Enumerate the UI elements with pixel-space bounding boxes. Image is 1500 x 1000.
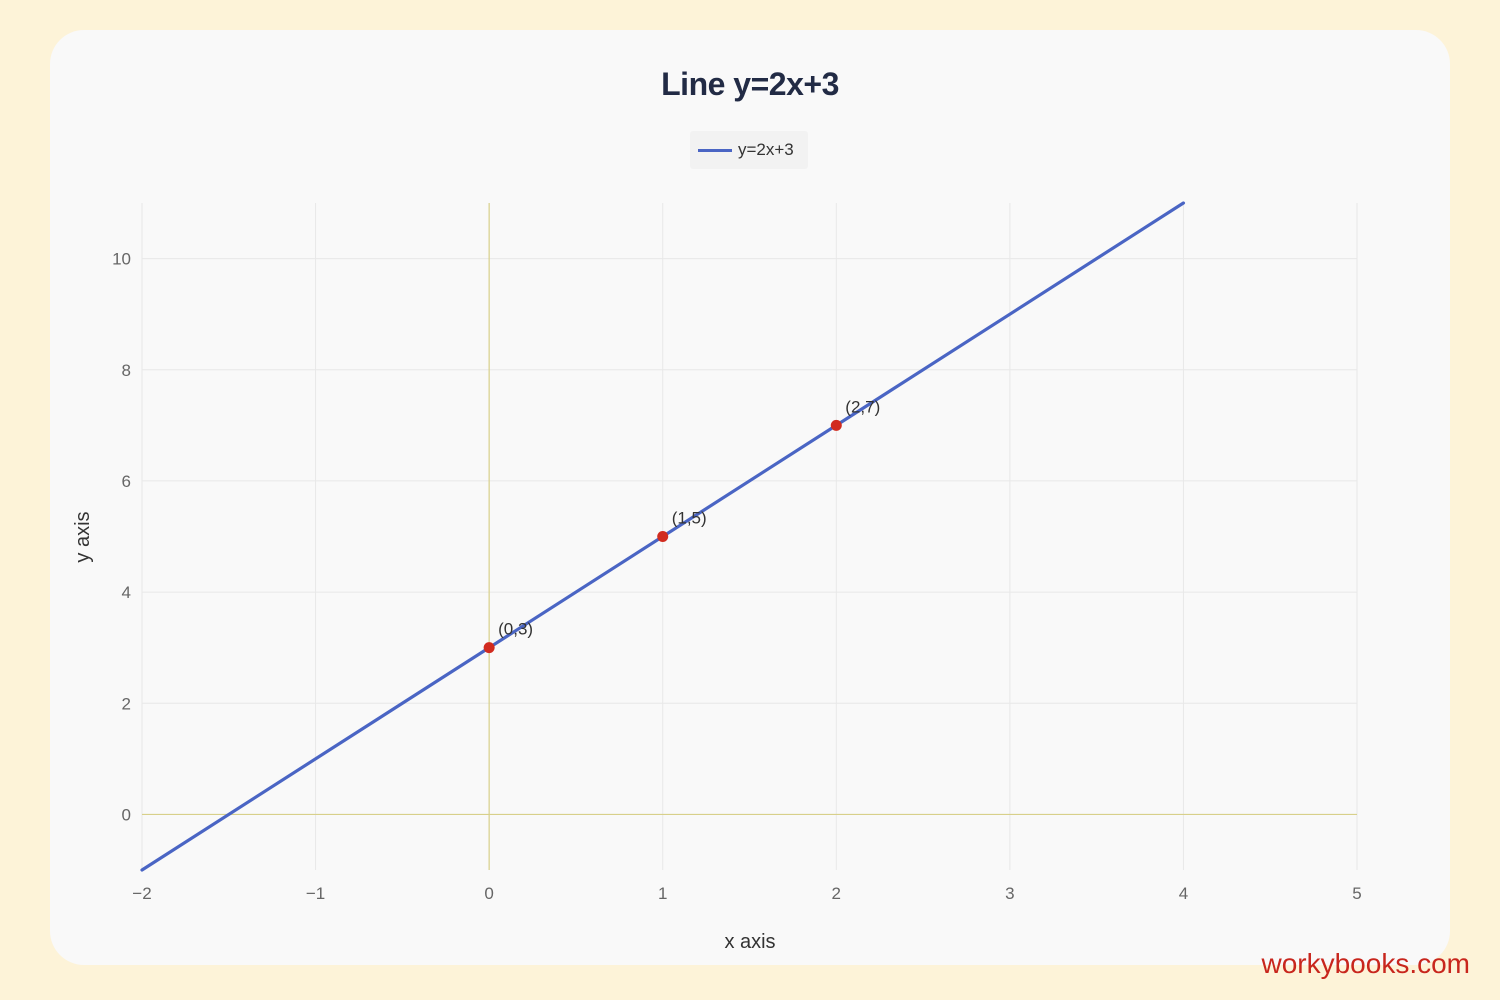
tick-labels: −2 −1 0 1 2 3 4 5 0 2 4 6 8 10 <box>112 250 1362 903</box>
data-point <box>657 531 669 542</box>
legend-label: y=2x+3 <box>738 140 794 159</box>
x-tick-label: −1 <box>306 884 325 903</box>
y-tick-label: 8 <box>122 361 131 380</box>
legend-swatch <box>698 149 732 152</box>
data-point-label: (0,3) <box>498 620 533 639</box>
y-tick-label: 0 <box>122 805 131 824</box>
y-tick-label: 10 <box>112 250 131 269</box>
data-points: (0,3) (1,5) (2,7) <box>483 397 880 654</box>
x-tick-label: 0 <box>484 884 493 903</box>
y-axis-title: y axis <box>72 511 94 562</box>
x-tick-label: 4 <box>1179 884 1188 903</box>
y-tick-label: 2 <box>122 694 131 713</box>
legend[interactable]: y=2x+3 <box>690 131 808 169</box>
data-point <box>830 419 842 431</box>
data-point-label: (1,5) <box>672 509 707 528</box>
chart-title: Line y=2x+3 <box>661 66 839 102</box>
x-tick-label: 1 <box>658 884 667 903</box>
x-tick-label: −2 <box>132 884 151 903</box>
x-axis-title: x axis <box>724 931 775 953</box>
data-point <box>483 642 495 654</box>
watermark-text: workybooks.com <box>1261 948 1470 979</box>
y-tick-label: 6 <box>122 472 131 491</box>
x-tick-label: 5 <box>1352 884 1361 903</box>
chart-card <box>50 30 1450 965</box>
x-tick-label: 2 <box>832 884 841 903</box>
y-tick-label: 4 <box>122 583 131 602</box>
x-tick-label: 3 <box>1005 884 1014 903</box>
grid-lines <box>141 203 1358 870</box>
zero-lines <box>142 203 1357 870</box>
data-point-label: (2,7) <box>845 397 880 416</box>
